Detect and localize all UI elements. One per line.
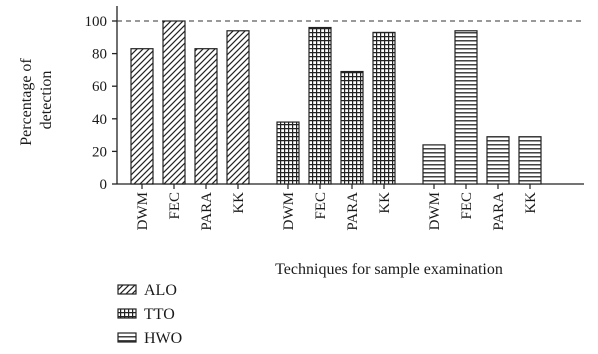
x-tick-label: PARA	[491, 192, 507, 231]
x-tick-label: KK	[231, 192, 247, 214]
y-axis-label-line-1: Percentage of	[18, 58, 35, 146]
x-tick-label: DWM	[135, 192, 151, 230]
y-axis-label-line-2: detection	[38, 71, 55, 130]
x-tick-label: PARA	[345, 192, 361, 231]
y-tick-label: 40	[92, 112, 107, 128]
y-tick-label: 20	[92, 144, 107, 160]
x-tick-label: FEC	[167, 192, 183, 220]
bar-hwo-dwm	[422, 144, 446, 185]
legend-swatch-hwo	[117, 332, 137, 343]
x-tick-label: FEC	[459, 192, 475, 220]
bar-tto-dwm	[276, 121, 300, 185]
bar-alo-para	[194, 48, 218, 185]
y-tick-label: 60	[92, 79, 107, 95]
x-tick-label: DWM	[427, 192, 443, 230]
y-axis-ticks: 0 20 40 60 80 100	[85, 14, 117, 193]
x-tick-label: DWM	[281, 192, 297, 230]
y-tick-label: 0	[100, 177, 108, 193]
bar-hwo-kk	[518, 136, 542, 185]
bar-alo-fec	[162, 20, 186, 185]
legend-label-tto: TTO	[144, 306, 175, 323]
legend-label-alo: ALO	[144, 282, 177, 299]
bar-tto-para	[340, 70, 364, 185]
x-axis-label: Techniques for sample examination	[275, 261, 503, 278]
bar-alo-kk	[226, 30, 250, 185]
y-tick-label: 80	[92, 47, 107, 63]
bar-series	[130, 20, 542, 185]
bar-hwo-fec	[454, 30, 478, 185]
x-tick-label: KK	[377, 192, 393, 214]
y-axis-label: Percentage of detection	[18, 54, 55, 146]
legend: ALO TTO HWO	[117, 282, 182, 347]
legend-label-hwo: HWO	[144, 330, 182, 347]
bar-tto-kk	[372, 31, 396, 185]
bar-tto-fec	[308, 26, 332, 185]
bar-hwo-para	[486, 136, 510, 185]
legend-swatch-alo	[117, 284, 137, 295]
x-tick-label: PARA	[199, 192, 215, 231]
x-axis-tick-labels: DWM FEC PARA KK DWM FEC PARA KK DWM FEC PARA KK	[135, 184, 539, 231]
legend-swatch-tto	[117, 308, 137, 319]
y-tick-label: 100	[85, 14, 108, 30]
x-tick-label: KK	[523, 192, 539, 214]
bar-alo-dwm	[130, 48, 154, 185]
x-tick-label: FEC	[313, 192, 329, 220]
